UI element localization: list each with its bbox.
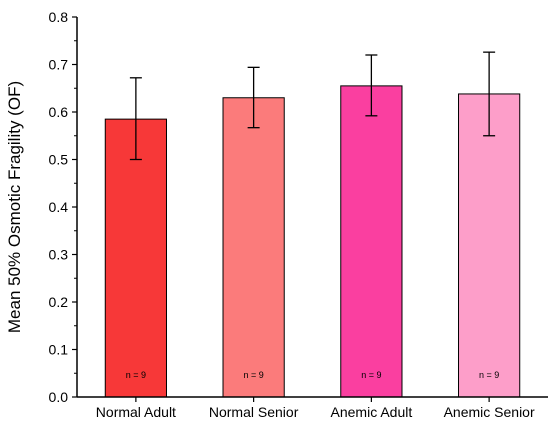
bar-2 <box>222 97 285 398</box>
bar-annotation-2: n = 9 <box>243 370 263 380</box>
y-tick-label-5: 0.4 <box>49 199 69 215</box>
y-tick-label-7: 0.6 <box>49 104 69 120</box>
bar-3 <box>340 85 403 398</box>
x-tick-label-4: Anemic Senior <box>444 404 535 420</box>
bar-1 <box>104 118 167 398</box>
bar-4 <box>458 93 521 398</box>
bar-annotation-3: n = 9 <box>361 370 381 380</box>
y-tick-label-1: 0.0 <box>49 389 69 405</box>
x-tick-label-2: Normal Senior <box>209 404 299 420</box>
y-tick-label-9: 0.8 <box>49 9 69 25</box>
x-tick-label-3: Anemic Adult <box>331 404 413 420</box>
y-tick-label-2: 0.1 <box>49 342 69 358</box>
bar-annotation-4: n = 9 <box>479 370 499 380</box>
y-axis-label: Mean 50% Osmotic Fragility (OF) <box>5 81 24 333</box>
y-tick-label-8: 0.7 <box>49 57 69 73</box>
bar-annotation-1: n = 9 <box>126 370 146 380</box>
y-tick-label-6: 0.5 <box>49 152 69 168</box>
y-tick-label-3: 0.2 <box>49 294 69 310</box>
x-tick-label-1: Normal Adult <box>96 404 176 420</box>
y-tick-label-4: 0.3 <box>49 247 69 263</box>
plot-area: n = 9 Normal Adult n = 9 Normal Senior n = 9… <box>49 9 548 420</box>
